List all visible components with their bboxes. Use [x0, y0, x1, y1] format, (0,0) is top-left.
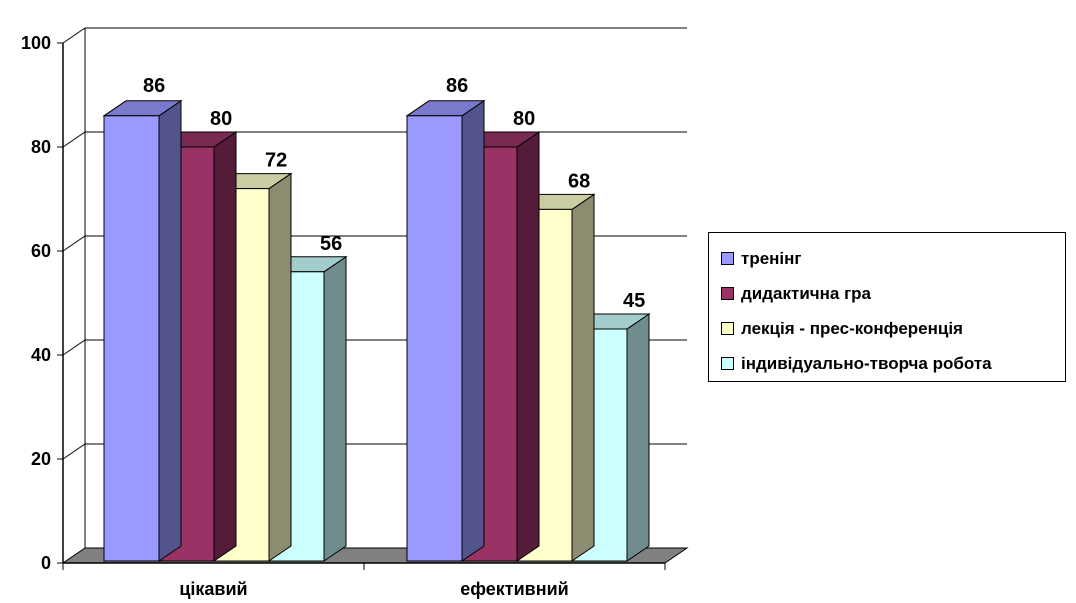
data-label: 80 — [210, 108, 232, 130]
legend-item: лекція - прес-конференція — [721, 311, 1065, 346]
axes: 0 20 40 60 80 100 цікавий ефективний — [21, 28, 666, 599]
legend-swatch — [721, 357, 734, 370]
legend: тренінг дидактична гра лекція - прес-конфе… — [708, 232, 1066, 382]
x-tick-label: цікавий — [179, 579, 247, 599]
legend-label: тренінг — [741, 248, 802, 268]
bar-front — [406, 115, 463, 562]
legend-item: тренінг — [721, 241, 1065, 276]
legend-label: лекція - прес-конференція — [741, 318, 963, 338]
bar-side — [626, 313, 650, 562]
bar-side — [516, 131, 540, 562]
y-tick-label: 60 — [31, 241, 51, 261]
legend-swatch — [721, 252, 734, 265]
legend-swatch — [721, 322, 734, 335]
data-label: 68 — [568, 170, 590, 192]
bar-side — [323, 255, 347, 562]
data-label: 45 — [623, 290, 645, 312]
bar-side — [571, 193, 595, 562]
legend-item: дидактична гра — [721, 276, 1065, 311]
bar — [405, 99, 486, 562]
data-label: 72 — [265, 150, 287, 172]
gridline-side — [62, 27, 86, 44]
data-label: 56 — [320, 233, 342, 255]
gridline-side — [62, 339, 86, 356]
bar-side — [268, 172, 292, 562]
bar-side — [461, 99, 485, 562]
y-tick-label: 100 — [21, 33, 51, 53]
data-label: 86 — [143, 75, 165, 97]
y-tick-label: 80 — [31, 137, 51, 157]
legend-label: індивідуально-творча робота — [741, 353, 992, 373]
bar — [102, 99, 183, 562]
y-tick-label: 20 — [31, 449, 51, 469]
data-label: 80 — [513, 108, 535, 130]
bar-front — [103, 115, 160, 562]
legend-swatch — [721, 287, 734, 300]
bar-chart: 0 20 40 60 80 100 цікавий ефективний 56 72 80 86 45… — [21, 27, 689, 599]
bar-side — [158, 99, 182, 562]
legend-item: індивідуально-творча робота — [721, 346, 1065, 381]
y-tick-label: 0 — [41, 553, 51, 573]
x-tick-label: ефективний — [460, 579, 569, 599]
data-label: 86 — [446, 75, 468, 97]
data-labels: 56 72 80 86 45 68 80 86 — [143, 75, 645, 312]
legend-label: дидактична гра — [741, 283, 872, 303]
gridline-side — [62, 443, 86, 460]
bar-side — [213, 131, 237, 562]
gridline-side — [62, 235, 86, 252]
y-tick-label: 40 — [31, 345, 51, 365]
bars — [102, 99, 651, 562]
gridline-side — [62, 131, 86, 148]
